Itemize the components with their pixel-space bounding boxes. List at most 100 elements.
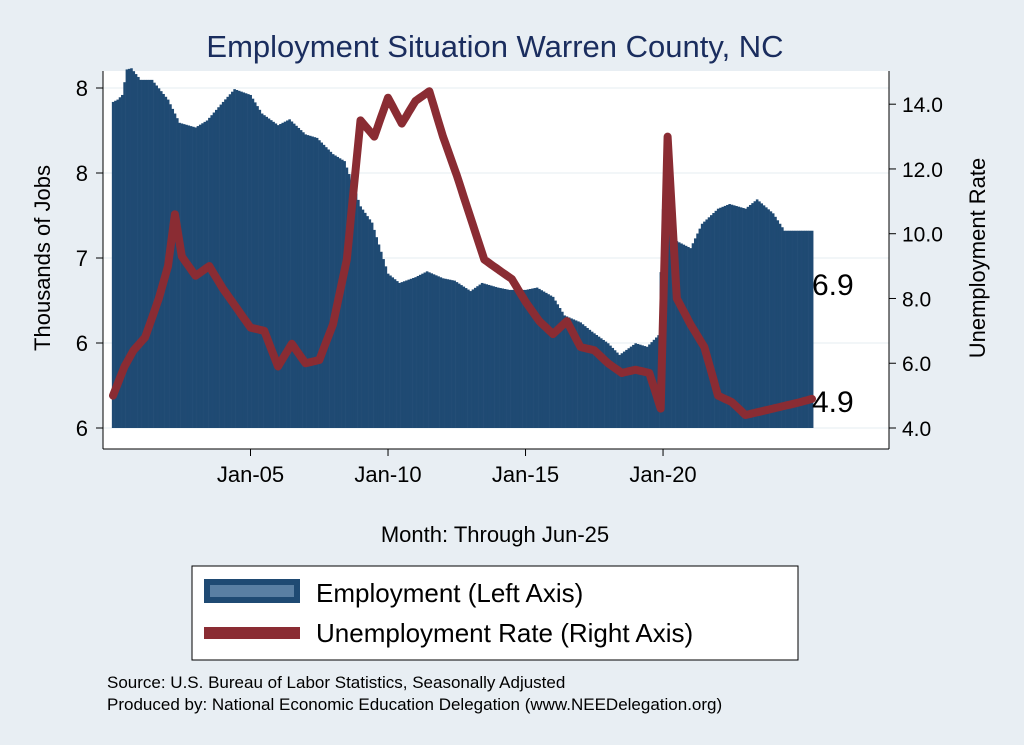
employment-bar [726,204,729,428]
employment-bar [760,203,764,428]
employment-bar [810,230,814,428]
employment-bar [471,289,475,428]
employment-bar [288,119,291,428]
employment-bar [469,291,472,428]
employment-bar [221,101,225,428]
employment-bar [483,283,486,428]
employment-bar [146,79,149,428]
employment-bar [574,320,578,428]
employment-bar [499,288,502,428]
employment-bar [260,113,264,429]
employment-bar [684,245,688,428]
employment-bar [533,288,537,428]
legend: Employment (Left Axis) Unemployment Rate… [191,565,799,661]
employment-bar [478,284,482,428]
employment-bar [758,201,761,428]
employment-bar [331,154,335,428]
employment-bar [512,289,516,428]
x-tick-label: Jan-20 [629,462,696,487]
employment-bar [437,276,440,428]
employment-bar [689,248,692,428]
employment-bar [237,90,241,428]
employment-bar [790,230,793,428]
employment-bar [263,115,266,428]
employment-bar [528,288,532,428]
employment-bar [732,205,736,428]
employment-bar [604,341,608,428]
employment-bar [416,275,420,428]
employment-bar [643,346,647,428]
employment-bar [185,124,188,428]
employment-bar [462,286,466,428]
employment-bar [577,321,580,428]
employment-bar [130,68,133,428]
employment-bar [132,71,136,428]
employment-bar [508,289,511,428]
employment-bar [629,346,633,428]
employment-bar [171,108,175,428]
right-tick-label: 10.0 [902,224,943,247]
employment-bar [538,288,541,428]
employment-bar [143,79,147,428]
employment-bar [460,285,463,428]
employment-bar [671,238,674,428]
employment-bar [579,322,582,428]
employment-bar [517,289,521,428]
employment-bar [455,282,459,428]
employment-bar [799,230,802,428]
employment-bar [476,286,479,428]
employment-bar [116,99,120,428]
employment-bar [396,281,399,428]
employment-bar [121,94,124,428]
employment-bar [430,273,434,428]
employment-bar [224,99,227,429]
employment-bar [480,282,484,428]
employment-bar [368,219,372,428]
employment-bar [506,289,509,428]
employment-bar [384,266,388,428]
employment-bar [526,289,530,428]
employment-bar [666,176,670,428]
employment-bar [322,144,326,429]
employment-bar [343,161,346,428]
employment-bar [801,230,805,428]
employment-bar [769,211,773,428]
employment-bar [269,120,273,429]
employment-bar [535,287,539,428]
employment-bar [746,206,750,428]
employment-bar [125,69,129,429]
employment-bar [435,275,438,428]
employment-bar [231,91,234,428]
employment-bar [283,121,287,428]
employment-bar [345,167,349,429]
employment-bar [402,281,406,428]
employment-bar [627,348,631,428]
employment-bar [247,94,250,428]
employment-bar [753,201,757,428]
employment-bar [751,203,754,428]
employment-bar [781,227,784,428]
right-axis-title: Unemployment Rate [965,158,990,359]
employment-bar [524,289,527,428]
employment-bar [728,204,731,428]
employment-bar [153,82,156,429]
employment-bar [162,93,165,428]
employment-bar [707,217,711,428]
employment-bar [714,210,718,428]
employment-bar [496,287,500,428]
employment-bar [600,338,603,428]
employment-bar [286,120,289,429]
employment-bar [405,280,408,428]
employment-bar [641,345,644,428]
employment-bar [111,101,115,428]
employment-bar [634,343,637,428]
employment-bar [567,317,571,428]
employment-bar [581,324,585,428]
employment-bar [324,147,328,428]
left-axis-ticks: 6 6 7 8 8 [76,76,103,441]
employment-bar [370,222,374,428]
chart-title: Employment Situation Warren County, NC [206,29,783,64]
employment-bar [327,149,330,428]
employment-bar [233,89,236,429]
employment-bar [205,120,209,429]
